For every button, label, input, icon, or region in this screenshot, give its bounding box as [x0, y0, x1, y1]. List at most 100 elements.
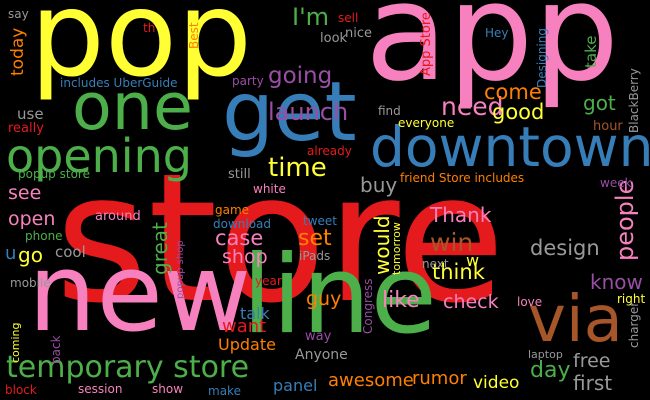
word: tomorrow	[390, 222, 403, 275]
word: need	[441, 92, 504, 121]
word: one	[72, 70, 193, 145]
word: set	[298, 226, 332, 251]
word: hour	[593, 119, 623, 134]
word: popup store	[18, 167, 90, 181]
word: friend Store includes	[400, 171, 525, 185]
word: know	[590, 270, 643, 294]
word: back	[49, 335, 63, 364]
word: right	[617, 292, 646, 306]
word: win	[430, 228, 474, 257]
word: around	[95, 209, 141, 224]
word: week	[600, 176, 632, 190]
word: year	[255, 274, 282, 288]
word: coming	[9, 322, 22, 363]
word: still	[228, 167, 251, 182]
word: show	[152, 382, 184, 396]
word: day	[530, 358, 571, 383]
word: everyone	[398, 116, 455, 130]
word: block	[5, 383, 37, 397]
word: I'm	[292, 3, 330, 31]
word: phone	[25, 229, 63, 243]
word: buy	[360, 173, 398, 197]
word: would	[370, 215, 394, 275]
word: Congress	[361, 278, 375, 335]
word: charger	[627, 301, 641, 348]
word: white	[253, 182, 286, 196]
word: includes UberGuide	[60, 76, 178, 90]
word: temporary store	[6, 350, 250, 385]
word: today	[8, 27, 28, 76]
word: app	[365, 0, 620, 111]
word: free	[573, 350, 611, 372]
word: launch	[268, 98, 349, 126]
word: first	[573, 371, 613, 395]
word: video	[473, 373, 520, 393]
word: good	[492, 100, 545, 124]
word: App Store	[419, 12, 434, 76]
word: laptop	[528, 348, 563, 361]
word: next	[422, 257, 449, 271]
word: party	[232, 74, 264, 88]
word: Best	[187, 22, 201, 49]
word: people	[611, 179, 639, 261]
word: downtown	[370, 115, 650, 179]
word: design	[530, 236, 600, 260]
word: nice	[345, 26, 372, 41]
word: line	[242, 233, 437, 358]
word: way	[305, 329, 332, 344]
word: got	[583, 91, 616, 115]
word: take	[582, 35, 600, 68]
word: open	[8, 208, 56, 230]
word: want	[222, 316, 267, 337]
word: find	[378, 104, 401, 118]
word: Designing	[535, 28, 549, 88]
word: awesome	[328, 370, 414, 391]
word: Update	[218, 335, 276, 354]
word: cool	[55, 243, 86, 261]
word: already	[307, 144, 352, 158]
word: BlackBerry	[627, 68, 641, 133]
word: come	[484, 80, 542, 104]
word: download	[213, 217, 272, 231]
word: get	[222, 65, 357, 160]
word: great	[148, 222, 172, 275]
word: case	[215, 226, 264, 250]
word: make	[208, 384, 241, 398]
word: u	[5, 243, 17, 264]
word: opening	[6, 129, 192, 183]
word: w	[466, 251, 480, 270]
word: iPads	[299, 249, 331, 263]
word: game	[215, 203, 250, 217]
word: Anyone	[295, 347, 348, 363]
word: th	[143, 21, 156, 35]
word: popup shop	[175, 240, 186, 299]
word: check	[443, 291, 499, 313]
word: time	[268, 153, 327, 183]
word: sell	[338, 11, 359, 25]
word: see	[8, 182, 42, 204]
word: guy	[306, 288, 342, 310]
word: Hey	[485, 26, 509, 40]
word: panel	[273, 376, 318, 395]
word: via	[528, 283, 623, 357]
word: session	[78, 382, 123, 396]
word: rumor	[412, 368, 467, 389]
word: love	[517, 295, 543, 309]
word: new	[28, 231, 252, 356]
word: go	[18, 243, 43, 267]
word: think	[432, 260, 485, 284]
word: pop	[30, 0, 252, 103]
word: look	[320, 31, 348, 46]
word: shop	[222, 246, 268, 268]
word: really	[8, 121, 44, 136]
word: mobile	[10, 276, 51, 290]
word: Thank	[430, 203, 492, 227]
word: like	[382, 288, 420, 313]
word: going	[268, 63, 333, 89]
word: store	[55, 135, 506, 342]
word: use	[17, 105, 44, 123]
word: say	[8, 7, 29, 21]
word: talk	[240, 304, 270, 323]
word: tweet	[303, 214, 337, 228]
